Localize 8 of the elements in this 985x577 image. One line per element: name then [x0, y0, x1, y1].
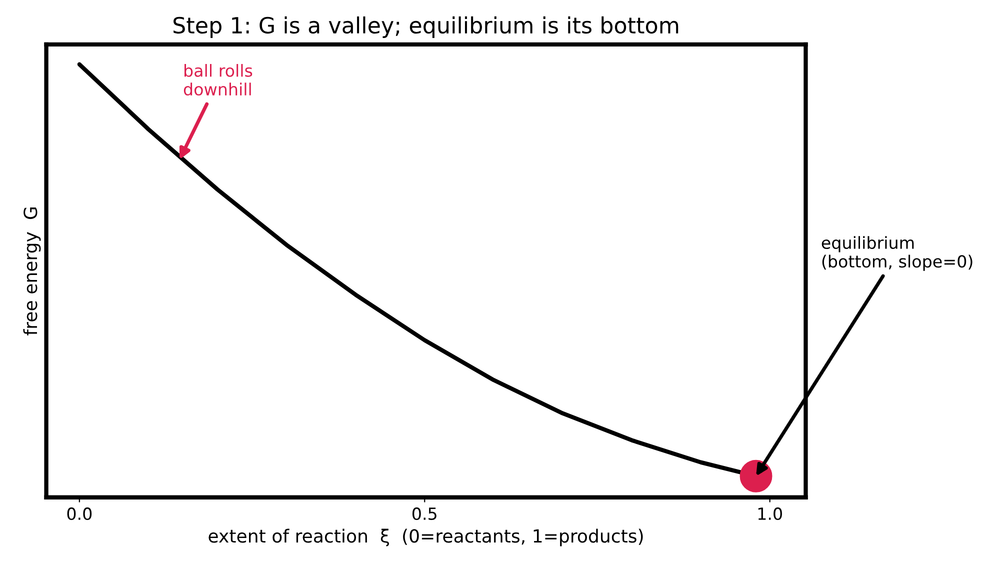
annotation: ball rolls downhill	[184, 64, 252, 96]
chart-title: Step 1: G is a valley; equilibrium is its bottom	[174, 16, 678, 38]
x-tick-label: 0.0	[67, 507, 92, 520]
annotation: equilibrium (bottom, slope=0)	[822, 236, 972, 271]
x-axis-title: extent of reaction ξ (0=reactants, 1=products)	[208, 528, 643, 546]
x-tick-label: 0.5	[412, 507, 436, 520]
x-tick-label: 1.0	[758, 507, 782, 520]
y-axis-title: free energy G	[23, 208, 41, 336]
